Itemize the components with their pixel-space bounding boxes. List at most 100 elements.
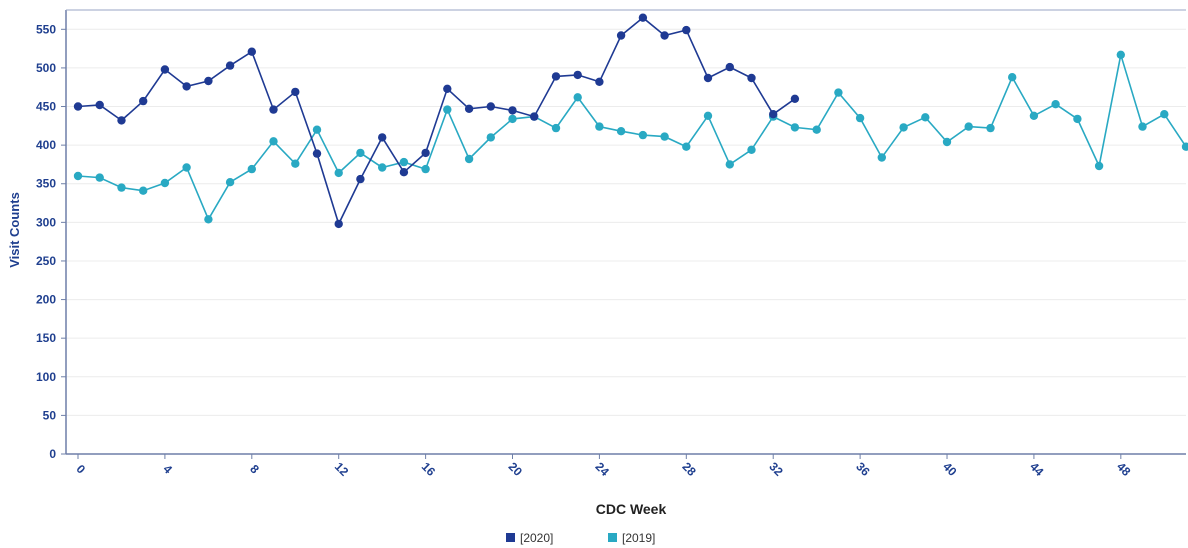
series-line-1: [77, 54, 1187, 222]
data-point-s0-17: [443, 84, 452, 94]
x-tick-label-36: 36: [853, 459, 873, 479]
x-tick-label-40: 40: [940, 459, 960, 479]
data-point-s0-12: [334, 219, 343, 229]
legend: [2020] [2019]: [506, 531, 655, 545]
data-point-s1-48: [1116, 50, 1126, 59]
data-point-s0-0: [73, 102, 83, 111]
series-1: [73, 50, 1188, 224]
data-point-s0-11: [312, 149, 322, 158]
data-point-s1-10: [291, 159, 300, 168]
x-tick-label-16: 16: [419, 459, 439, 479]
data-point-s1-8: [247, 164, 256, 174]
data-point-s0-9: [269, 105, 278, 114]
data-point-s0-28: [682, 25, 691, 35]
legend-swatch-2019: [608, 533, 617, 542]
data-point-s1-7: [225, 178, 235, 187]
data-point-s1-27: [660, 132, 669, 141]
data-point-s1-6: [204, 215, 213, 224]
y-tick-label-200: 200: [36, 293, 56, 307]
data-point-s1-9: [269, 137, 278, 146]
data-point-s1-38: [899, 123, 908, 132]
data-point-s1-37: [877, 153, 886, 162]
x-axis-title: CDC Week: [596, 501, 667, 517]
data-point-s1-42: [986, 123, 995, 133]
data-point-s1-20: [508, 114, 517, 124]
y-tick-label-250: 250: [36, 254, 56, 268]
data-point-s0-5: [182, 82, 191, 91]
data-point-s1-28: [682, 142, 691, 151]
data-point-s0-32: [769, 110, 778, 119]
data-point-s0-10: [291, 87, 300, 97]
data-point-s0-7: [225, 61, 235, 70]
y-tick-label-400: 400: [36, 138, 56, 152]
data-point-s1-34: [812, 125, 821, 134]
data-point-s1-44: [1029, 111, 1039, 121]
data-point-s1-47: [1094, 161, 1104, 171]
data-point-s1-29: [703, 111, 713, 121]
data-point-s1-13: [356, 148, 365, 158]
data-point-s1-46: [1073, 114, 1082, 124]
y-tick-label-500: 500: [36, 61, 56, 75]
data-point-s1-19: [486, 133, 495, 142]
data-point-s1-49: [1138, 122, 1147, 131]
data-point-s0-33: [790, 94, 800, 104]
data-point-s0-1: [95, 100, 104, 110]
data-point-s1-39: [921, 113, 930, 122]
data-point-s0-19: [486, 102, 495, 111]
x-tick-label-12: 12: [332, 459, 352, 479]
data-point-s0-30: [725, 62, 734, 72]
data-point-s1-15: [399, 157, 409, 167]
y-tick-label-100: 100: [36, 370, 56, 384]
data-point-s0-23: [573, 70, 582, 80]
data-point-s0-6: [204, 76, 213, 86]
data-point-s0-4: [160, 65, 170, 74]
data-point-s1-17: [443, 105, 452, 114]
x-tick-label-24: 24: [593, 459, 613, 479]
data-point-s0-14: [378, 133, 387, 142]
y-tick-label-450: 450: [36, 100, 56, 114]
x-tick-label-32: 32: [766, 459, 786, 479]
series-group: [73, 13, 1188, 229]
x-axis-ticks: 0 4 8 12 16 20 24 28 32 36 40 44 48: [74, 454, 1134, 479]
data-point-s1-26: [638, 130, 648, 140]
x-tick-label-44: 44: [1027, 459, 1047, 479]
data-point-s1-23: [573, 93, 582, 102]
data-point-s1-4: [160, 178, 170, 188]
data-point-s0-8: [247, 47, 256, 56]
data-point-s1-30: [725, 160, 734, 169]
data-point-s0-24: [595, 77, 604, 87]
data-point-s1-40: [942, 137, 952, 147]
data-point-s1-51: [1181, 142, 1188, 151]
data-point-s0-15: [399, 168, 409, 177]
legend-label-2020: [2020]: [520, 531, 553, 545]
data-point-s1-50: [1160, 110, 1169, 119]
legend-swatch-2020: [506, 533, 515, 542]
data-point-s1-14: [378, 163, 387, 172]
data-point-s1-12: [334, 168, 343, 178]
data-point-s1-31: [747, 145, 756, 154]
x-tick-label-48: 48: [1114, 459, 1134, 479]
x-tick-label-4: 4: [160, 462, 175, 477]
data-point-s1-2: [117, 183, 126, 192]
data-point-s0-16: [421, 148, 430, 158]
series-0: [73, 13, 800, 229]
x-tick-label-28: 28: [679, 459, 699, 479]
y-tick-label-150: 150: [36, 331, 56, 345]
series-line-0: [77, 16, 796, 227]
data-point-s1-22: [551, 123, 561, 133]
data-point-s0-29: [703, 73, 713, 83]
data-point-s1-36: [855, 113, 865, 123]
data-point-s0-21: [530, 112, 539, 121]
data-point-s1-33: [790, 123, 800, 132]
y-axis-ticks: 0 50 100 150 200 250 300 350 400 450 500 550: [36, 22, 66, 461]
data-point-s1-1: [95, 173, 104, 182]
y-tick-label-350: 350: [36, 177, 56, 191]
data-point-s0-20: [508, 106, 517, 115]
data-point-s0-25: [616, 31, 626, 40]
y-tick-label-550: 550: [36, 22, 56, 36]
data-point-s1-45: [1051, 100, 1060, 109]
data-point-s1-3: [139, 186, 148, 195]
grid-lines: [66, 28, 1186, 416]
data-point-s1-41: [964, 122, 973, 131]
